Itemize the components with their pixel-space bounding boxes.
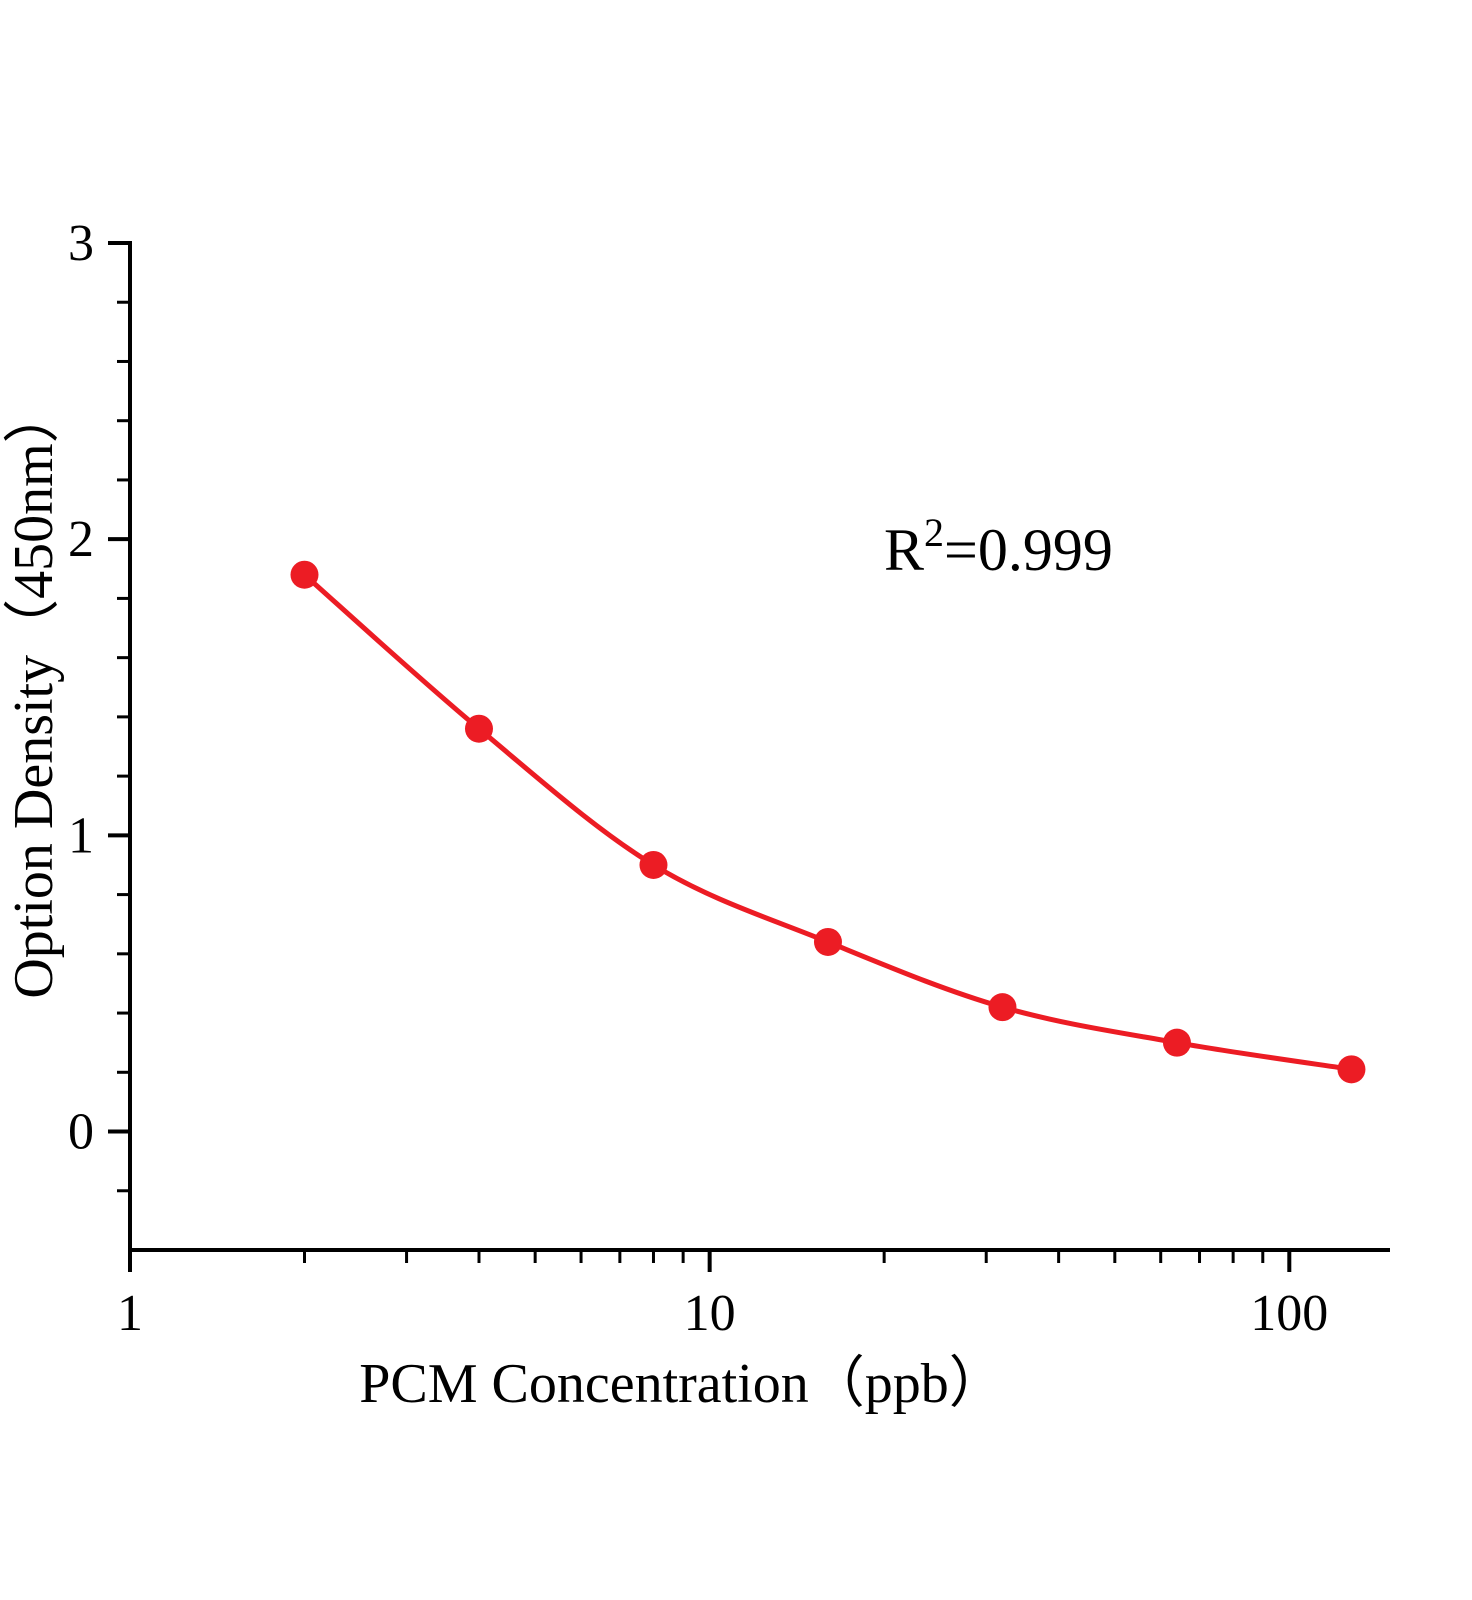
axis-lines [128,241,1390,1252]
annotation-base: R [884,517,924,583]
x-axis-label: PCM Concentration（ppb） [359,1353,1005,1415]
y-axis-label: Option Density（450nm） [3,387,65,998]
axis-tick-labels: 0 1 2 3 1 10 100 [68,215,1328,1342]
data-point [1337,1055,1366,1084]
y-tick-label: 2 [68,511,94,568]
data-point [290,560,319,589]
y-tick-label: 0 [68,1104,94,1161]
x-tick-label: 10 [684,1285,736,1342]
data-point [464,714,493,743]
data-points [290,560,1366,1084]
axes [128,241,1390,1252]
y-tick-label: 1 [68,807,94,864]
annotation-rest: =0.999 [944,517,1113,583]
fit-curve [301,572,1354,1072]
data-point [639,850,668,879]
r-squared-annotation: R2=0.999 [884,510,1113,583]
x-tick-label: 1 [117,1285,143,1342]
data-point [1162,1028,1191,1057]
x-tick-label: 100 [1250,1285,1328,1342]
annotation-superscript: 2 [924,510,944,555]
axis-ticks [108,241,1292,1272]
data-point [813,927,842,956]
y-tick-label: 3 [68,215,94,272]
data-point [988,993,1017,1022]
